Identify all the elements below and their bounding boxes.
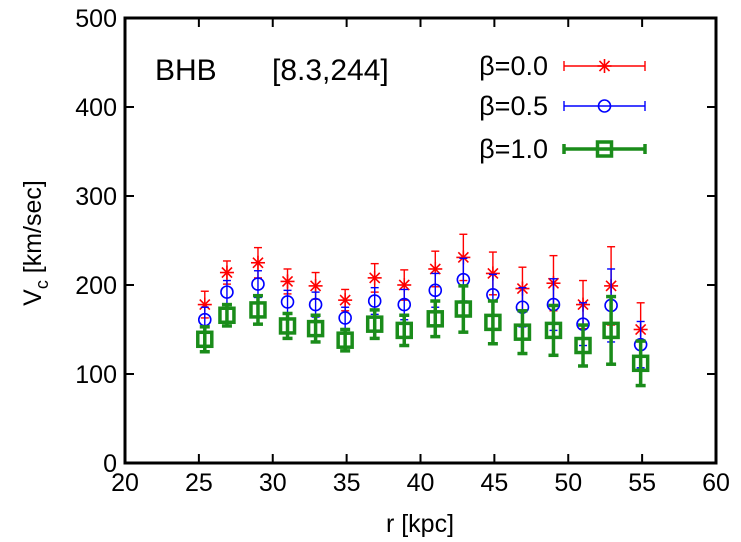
- square-point: [218, 306, 236, 325]
- y-axis-title-main: V: [19, 289, 47, 306]
- x-tick-label: 60: [702, 469, 730, 497]
- square-point: [365, 315, 384, 333]
- y-tick-label: 100: [75, 361, 117, 389]
- y-axis-title: Vc [km/sec]: [19, 180, 52, 306]
- x-tick-label: 20: [111, 469, 139, 497]
- circle-point: [338, 311, 352, 325]
- square-point: [426, 310, 445, 328]
- square-point: [574, 336, 592, 355]
- star-point: [597, 59, 612, 73]
- annotation-name: BHB: [155, 54, 217, 87]
- square-point: [278, 317, 297, 335]
- star-point: [397, 278, 412, 292]
- square-point: [395, 321, 413, 340]
- annotation-range: [8.3,244]: [272, 54, 389, 87]
- circle-point: [280, 295, 295, 309]
- star-point: [428, 261, 443, 276]
- axes: 20 25 30 35 40 45 50 55 60 0 100 200 300 400 500: [75, 5, 730, 497]
- circle-point: [397, 297, 412, 312]
- star-point: [367, 270, 382, 285]
- star-point: [308, 278, 323, 293]
- y-axis-title-rest: [km/sec]: [19, 180, 47, 280]
- y-axis-title-sub: c: [32, 280, 52, 289]
- x-tick-label: 45: [480, 469, 508, 497]
- circle-point: [367, 294, 382, 308]
- y-tick-label: 0: [103, 450, 117, 478]
- x-axis-title: r [kpc]: [386, 510, 454, 538]
- legend-label-2: β=1.0: [479, 134, 548, 164]
- square-point: [631, 354, 650, 373]
- x-tick-label: 55: [628, 469, 656, 497]
- x-tick-label: 25: [185, 469, 213, 497]
- square-point: [484, 313, 502, 332]
- star-point: [485, 266, 500, 281]
- x-tick-label: 40: [407, 469, 435, 497]
- square-point: [602, 321, 620, 340]
- square-point: [595, 140, 614, 158]
- legend-label-0: β=0.0: [479, 51, 548, 81]
- star-point: [456, 250, 471, 265]
- series-layer: [196, 233, 650, 388]
- circle-point: [220, 285, 234, 299]
- star-point: [280, 274, 295, 289]
- star-point: [250, 255, 265, 270]
- legend-label-1: β=0.5: [479, 91, 548, 121]
- circle-point: [308, 297, 323, 312]
- square-point: [249, 301, 267, 319]
- square-point: [513, 323, 532, 341]
- y-tick-label: 400: [75, 94, 117, 122]
- y-tick-label: 300: [75, 183, 117, 211]
- square-point: [544, 321, 563, 340]
- legend: β=0.0 β=0.5 β=1.0: [479, 51, 647, 164]
- series-2: [196, 284, 650, 388]
- x-tick-label: 50: [554, 469, 582, 497]
- circle-point: [251, 277, 265, 291]
- x-tick-label: 30: [259, 469, 287, 497]
- square-point: [306, 319, 325, 338]
- square-point: [336, 331, 354, 349]
- x-tick-label: 35: [333, 469, 361, 497]
- square-point: [454, 300, 473, 318]
- y-tick-label: 500: [75, 5, 117, 33]
- star-point: [338, 293, 353, 308]
- circle-point: [428, 283, 443, 298]
- y-tick-label: 200: [75, 272, 117, 300]
- star-point: [219, 265, 234, 280]
- circle-point: [597, 99, 612, 113]
- square-point: [196, 330, 214, 349]
